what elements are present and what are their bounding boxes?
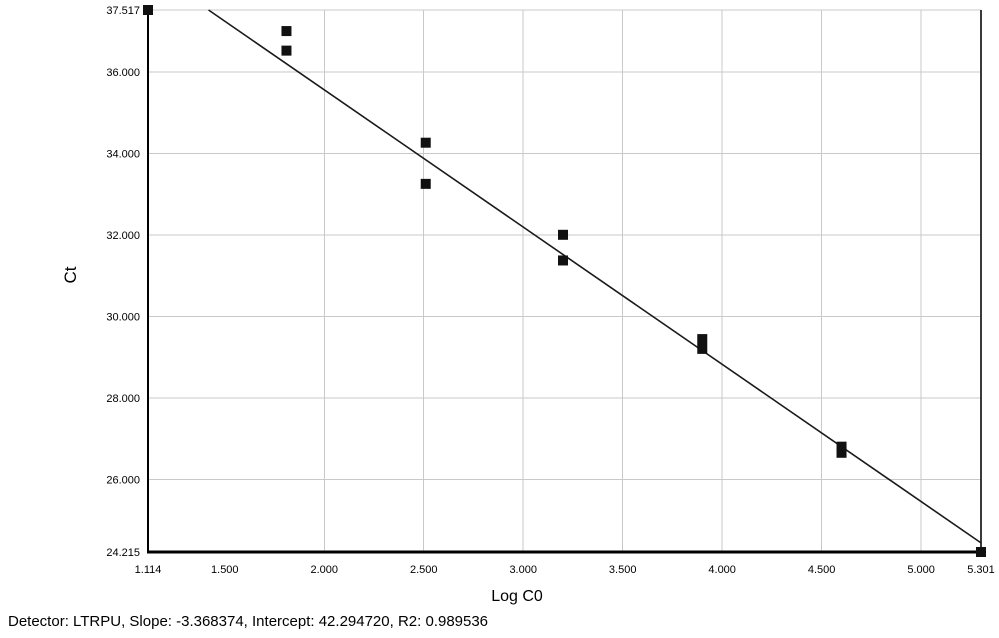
x-tick-label: 5.301 (967, 564, 995, 576)
x-tick-label: 1.500 (211, 564, 239, 576)
x-tick-label: 4.500 (808, 564, 836, 576)
data-point (558, 229, 569, 240)
data-point (281, 45, 292, 56)
data-point (836, 447, 847, 458)
y-tick-label: 24.215 (106, 547, 140, 559)
detector-stats-text: Detector: LTRPU, Slope: -3.368374, Inter… (8, 613, 489, 630)
x-tick-label: 1.114 (135, 564, 162, 576)
data-point (976, 547, 986, 557)
data-point (143, 5, 153, 15)
x-axis-title: Log C0 (491, 588, 543, 605)
y-axis-title: Ct (61, 266, 80, 284)
y-tick-label: 34.000 (106, 148, 140, 160)
y-tick-label: 28.000 (106, 393, 140, 405)
y-tick-label: 26.000 (106, 474, 140, 486)
x-tick-label: 4.000 (708, 564, 736, 576)
y-tick-label: 37.517 (106, 5, 140, 17)
data-point (281, 26, 292, 37)
y-tick-label: 36.000 (106, 67, 140, 79)
x-tick-label: 2.500 (410, 564, 438, 576)
data-point (697, 334, 708, 345)
y-tick-label: 30.000 (106, 311, 140, 323)
x-tick-label: 2.000 (311, 564, 339, 576)
x-tick-label: 3.000 (509, 564, 537, 576)
data-point (836, 441, 847, 452)
regression-line (208, 9, 982, 544)
data-point (697, 343, 708, 354)
data-point (558, 255, 569, 266)
y-tick-label: 32.000 (106, 230, 140, 242)
x-tick-label: 3.500 (609, 564, 637, 576)
data-point (420, 178, 431, 189)
data-point (420, 137, 431, 148)
x-tick-label: 5.000 (907, 564, 935, 576)
